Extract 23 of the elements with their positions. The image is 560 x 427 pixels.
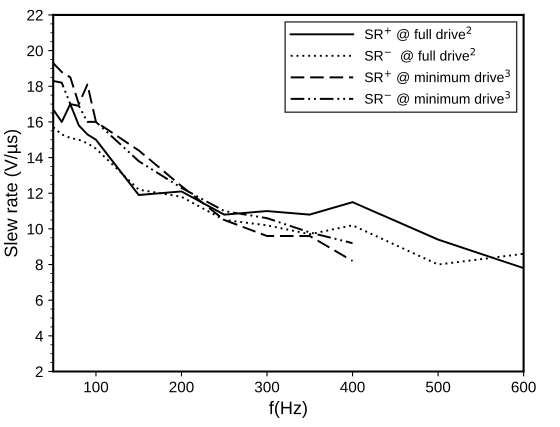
x-tick-label: 300 (254, 382, 280, 392)
y-tick-label: 14 (28, 152, 44, 164)
x-tick-label: 200 (170, 382, 194, 392)
legend-label: SR$^{+}$ @ minimum drive$^{3}$ (364, 70, 510, 84)
legend-label: SR$^{+}$ @ full drive$^{2}$ (364, 26, 472, 41)
legend-label: SR$^{−}$ @ minimum drive$^{3}$ (364, 91, 510, 106)
legend-label: SR$^{−}$ @ full drive$^{2}$ (364, 48, 475, 62)
y-tick-label: 22 (27, 10, 43, 20)
y-tick-label: 2 (36, 366, 43, 378)
y-axis-title: Slew rate (V/µs) (4, 130, 21, 257)
y-tick-label: 20 (27, 45, 43, 56)
x-tick-label: 500 (426, 382, 450, 392)
y-tick-label: 4 (35, 330, 44, 342)
y-tick-label: 12 (28, 188, 43, 199)
y-tick-label: 8 (36, 259, 43, 270)
y-tick-label: 18 (28, 81, 43, 92)
x-axis-title: f(Hz) (269, 401, 307, 418)
x-tick-label: 600 (512, 382, 536, 392)
y-tick-label: 10 (28, 224, 43, 235)
x-tick-label: 400 (340, 382, 365, 392)
y-tick-label: 16 (28, 116, 43, 128)
x-tick-label: 100 (84, 382, 108, 392)
y-tick-label: 6 (36, 295, 43, 306)
